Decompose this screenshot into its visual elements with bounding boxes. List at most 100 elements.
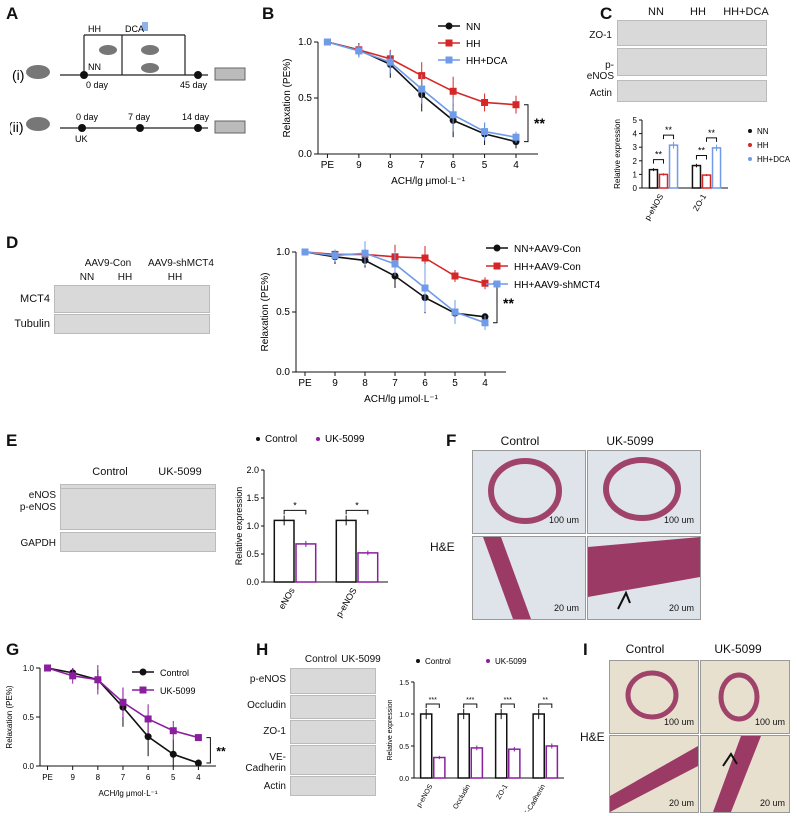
data-point	[144, 733, 152, 741]
blot-d-sub-2: HH	[167, 272, 183, 283]
mouse-icon	[141, 63, 159, 73]
bar	[494, 713, 508, 779]
y-tick-label: 0.5	[23, 713, 35, 722]
chart-e: 0.0 0.5 1.0 1.5 2.0 Relative expression * eNOs *…	[234, 434, 388, 619]
mouse-icon	[26, 117, 50, 131]
legend-label: HH	[757, 141, 769, 150]
legend-marker	[748, 129, 752, 133]
data-point	[194, 734, 202, 742]
blot-h-group-1: UK-5099	[341, 654, 381, 665]
blot-e-row-1: p-eNOS	[19, 502, 56, 513]
x-tick-label: 7	[419, 160, 425, 171]
blot-band	[290, 668, 376, 694]
bottle-icon	[142, 22, 148, 31]
chart-g: 0.0 0.5 1.0 PE 9 8 7 6 5 4 ACH/lg μmol·L⁻¹ Relaxati…	[6, 664, 226, 798]
significance-bracket	[663, 134, 675, 140]
x-tick-label: 9	[70, 773, 75, 782]
legend-marker	[748, 143, 752, 147]
bar	[457, 713, 470, 779]
histo-i-uk-label: UK-5099	[714, 642, 762, 656]
histo-image: 100 um	[587, 450, 701, 534]
y-tick-label: 1.5	[399, 680, 409, 687]
panel-label-b: B	[262, 4, 275, 23]
scale-label: 100 um	[663, 717, 694, 727]
x-tick-label: 8	[362, 378, 368, 389]
y-tick-label: 1.5	[246, 493, 259, 503]
data-point	[194, 759, 202, 767]
data-point	[421, 284, 429, 292]
blot-band	[60, 488, 216, 530]
significance-bracket	[463, 703, 478, 708]
schematic-day7: 7 day	[128, 112, 151, 122]
data-point	[481, 128, 489, 136]
legend-marker	[256, 437, 260, 441]
significance-label: ***	[504, 697, 512, 704]
x-axis-label: ACH/lg μmol·L⁻¹	[98, 789, 157, 798]
legend-label: HH+AAV9-shMCT4	[514, 280, 600, 291]
significance-label: **	[665, 125, 673, 135]
significance-label: **	[543, 697, 549, 704]
x-tick-label: eNOs	[277, 586, 297, 611]
blot-h-row-2: ZO-1	[263, 726, 286, 737]
x-tick-label: 9	[332, 378, 338, 389]
data-point	[391, 260, 399, 268]
data-point	[481, 279, 489, 287]
x-tick-label: 6	[146, 773, 151, 782]
data-point	[512, 133, 520, 141]
x-tick-label: 6	[422, 378, 428, 389]
blot-band	[617, 80, 767, 102]
y-tick-label: 0.0	[298, 149, 312, 160]
blot-e-group-1: UK-5099	[158, 466, 202, 478]
x-tick-label: PE	[321, 160, 335, 171]
legend-label: UK-5099	[495, 657, 527, 666]
bar	[691, 164, 702, 189]
data-point	[449, 111, 457, 119]
significance-bracket	[538, 703, 553, 708]
x-tick-label: VE-Cadherin	[521, 783, 547, 812]
schematic-day14: 14 day	[182, 112, 210, 122]
bar	[711, 147, 722, 189]
y-tick-label: 0.5	[246, 549, 259, 559]
x-axis-label: ACH/lg μmol·L⁻¹	[364, 394, 438, 405]
data-point	[449, 87, 457, 95]
histo-image: 100 um	[700, 660, 790, 734]
blot-h-group-0: Control	[304, 654, 338, 665]
scale-label: 20 um	[759, 798, 785, 808]
legend-label: NN	[757, 127, 769, 136]
bar	[335, 519, 357, 583]
data-point	[386, 58, 394, 66]
y-axis-label: Relative expression	[613, 119, 622, 189]
y-axis-label: Relative expression	[234, 487, 244, 566]
x-tick-label: 8	[96, 773, 101, 782]
x-tick-label: PE	[42, 773, 53, 782]
data-point	[355, 47, 363, 55]
blot-d-group-0: AAV9-Con	[84, 258, 132, 269]
x-axis-label: ACH/lg μmol·L⁻¹	[391, 176, 465, 187]
histo-f-side-label: H&E	[430, 540, 455, 554]
panel-label-d: D	[6, 233, 19, 252]
histo-image: 20 um	[700, 735, 790, 813]
legend-marker	[493, 244, 501, 252]
histo-image: 20 um	[587, 536, 701, 620]
schematic-day45: 45 day	[180, 80, 208, 90]
x-tick-label: 9	[356, 160, 362, 171]
significance-bracket	[283, 509, 307, 515]
blot-c-row-2: Actin	[589, 88, 612, 99]
blot-h-row-0: p-eNOS	[249, 674, 286, 685]
scale-label: 20 um	[668, 603, 694, 613]
y-tick-label: 0.0	[399, 776, 409, 783]
legend-marker	[316, 437, 320, 441]
legend-marker	[139, 686, 147, 694]
data-point	[301, 248, 309, 256]
legend-label: HH+DCA	[466, 56, 508, 67]
y-tick-label: 0	[633, 184, 638, 193]
blot-c-row-1: p-eNOS	[586, 60, 614, 82]
scale-label: 100 um	[663, 515, 694, 525]
x-tick-label: Occludin	[452, 783, 472, 810]
panel-label-a: A	[6, 4, 19, 23]
panel-label-h: H	[256, 640, 269, 659]
y-axis-label: Relaxation (PE%)	[6, 685, 14, 748]
legend-marker	[139, 668, 147, 676]
data-point	[169, 727, 177, 735]
